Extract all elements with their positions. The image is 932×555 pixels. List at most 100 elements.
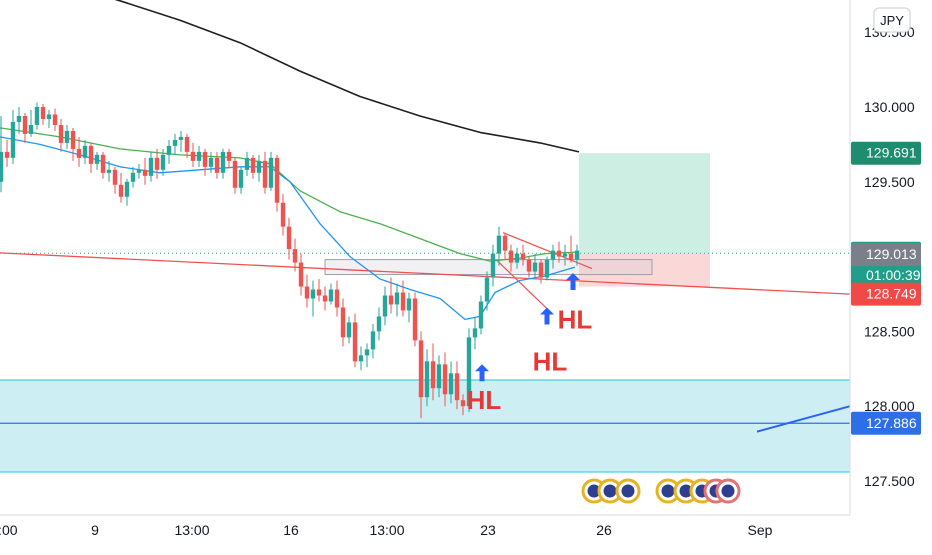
candle-body-19 — [112, 169, 118, 185]
candle-body-7 — [40, 107, 46, 119]
up-arrow-0 — [475, 364, 489, 382]
candle-body-33 — [196, 151, 202, 161]
candle-body-60 — [358, 355, 364, 362]
candle-body-8 — [46, 114, 52, 119]
candle-body-92 — [550, 250, 556, 260]
currency-badge — [873, 7, 911, 33]
annotation-label-2: HL — [558, 304, 593, 334]
candle-body-4 — [22, 115, 28, 134]
candle-body-62 — [370, 331, 376, 350]
price-label-2: 129.013 — [866, 246, 917, 262]
event-icon-1 — [597, 478, 623, 504]
candle-body-16 — [94, 154, 100, 164]
candle-body-57 — [340, 307, 346, 338]
candle-body-64 — [382, 295, 388, 317]
candle-body-37 — [220, 151, 226, 173]
candle-body-95 — [568, 253, 574, 260]
candle-body-22 — [130, 172, 136, 182]
profit-zone — [579, 153, 710, 254]
candles-layer — [0, 102, 580, 419]
candle-body-85 — [508, 250, 514, 263]
candle-body-76 — [454, 373, 460, 401]
candle-body-96 — [574, 250, 580, 260]
candle-body-42 — [250, 157, 256, 173]
candle-body-35 — [208, 157, 214, 167]
candle-body-14 — [82, 145, 88, 158]
candle-body-10 — [58, 124, 64, 143]
candle-body-79 — [472, 328, 478, 338]
candle-body-87 — [520, 253, 526, 260]
candle-body-75 — [448, 373, 454, 395]
candle-body-91 — [544, 259, 550, 278]
ma200-line — [114, 0, 580, 153]
candle-body-80 — [478, 301, 484, 329]
x-tick-label-3: 16 — [283, 522, 299, 538]
candle-body-34 — [202, 151, 208, 167]
annotations-layer: HL HL HL — [467, 273, 741, 504]
candle-body-46 — [274, 157, 280, 203]
y-tick-label-4: 128.000 — [864, 398, 915, 414]
candle-body-78 — [466, 337, 472, 407]
candle-body-24 — [142, 169, 148, 176]
candle-body-27 — [160, 154, 166, 170]
candle-body-12 — [70, 130, 76, 149]
blue-ray — [756, 405, 851, 433]
candle-body-26 — [154, 157, 160, 170]
event-icon-3 — [655, 478, 681, 504]
y-tick-label-1: 130.000 — [864, 99, 915, 115]
candle-body-21 — [124, 181, 130, 197]
candle-body-54 — [322, 295, 328, 302]
candle-body-38 — [226, 151, 232, 161]
candle-body-40 — [238, 169, 244, 188]
price-label-bg-4 — [851, 411, 921, 435]
candle-body-39 — [232, 160, 238, 188]
event-icon-2 — [615, 478, 641, 504]
price-label-bg-3 — [851, 282, 921, 306]
price-label-bg-2 — [851, 243, 921, 267]
x-tick-label-5: 23 — [480, 522, 496, 538]
candle-body-65 — [388, 295, 394, 305]
candle-body-49 — [292, 249, 298, 263]
candle-body-43 — [256, 160, 262, 173]
candle-body-28 — [166, 145, 172, 155]
candle-body-25 — [148, 157, 154, 176]
candle-body-2 — [10, 121, 16, 158]
candle-body-93 — [556, 250, 562, 257]
candle-body-31 — [184, 136, 190, 152]
currency-badge-label: JPY — [880, 13, 904, 28]
candle-body-36 — [214, 157, 220, 173]
candle-body-55 — [328, 289, 334, 302]
stop-zone — [579, 253, 710, 287]
price-label-bg-0 — [851, 141, 921, 165]
event-icon-flag-0 — [587, 484, 601, 498]
event-icon-flag-2 — [621, 484, 635, 498]
y-tick-label-3: 128.500 — [864, 323, 915, 339]
candle-body-70 — [418, 340, 424, 398]
candle-body-9 — [52, 114, 58, 125]
candle-body-15 — [88, 145, 94, 164]
candle-body-23 — [136, 169, 142, 173]
candle-body-29 — [172, 139, 178, 146]
candle-body-48 — [286, 226, 292, 250]
candle-body-18 — [106, 169, 112, 173]
wedge-lower-line — [495, 259, 553, 314]
candle-body-44 — [262, 160, 268, 188]
x-tick-label-6: 26 — [596, 522, 612, 538]
candle-body-83 — [496, 235, 502, 254]
candle-body-84 — [502, 235, 508, 251]
candle-body-41 — [244, 157, 250, 170]
candle-body-53 — [316, 289, 322, 296]
candle-body-59 — [352, 322, 358, 362]
candle-body-88 — [526, 259, 532, 272]
candle-body-66 — [394, 292, 400, 305]
candle-body-50 — [298, 262, 304, 287]
candle-body-13 — [76, 148, 82, 158]
red-trendline — [0, 252, 851, 295]
candle-body-89 — [532, 262, 538, 272]
event-icon-flag-7 — [721, 484, 735, 498]
candle-body-63 — [376, 316, 382, 332]
candle-body-32 — [190, 151, 196, 161]
candle-body-47 — [280, 202, 286, 227]
